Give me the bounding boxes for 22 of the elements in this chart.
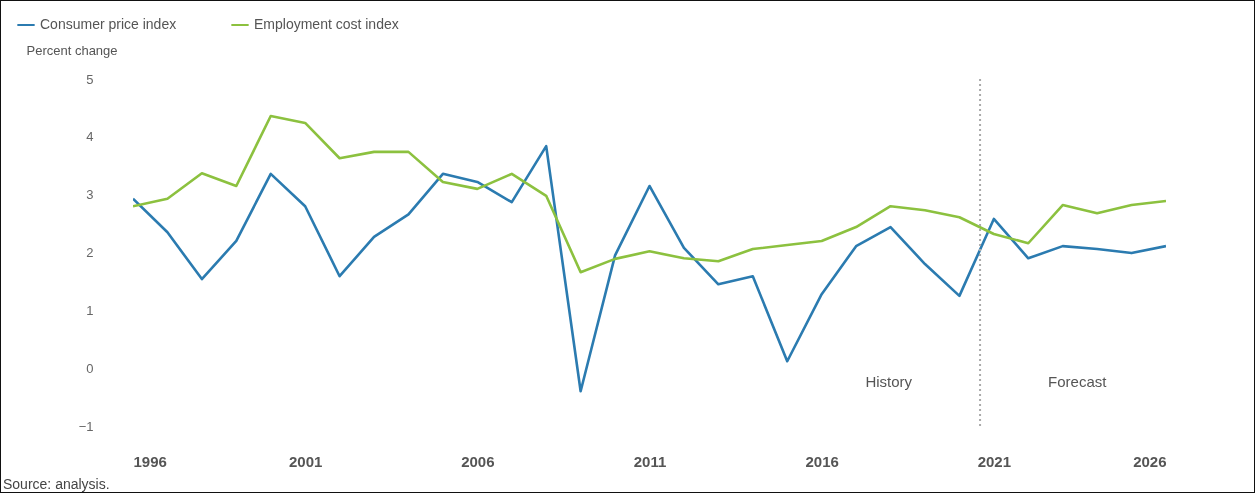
annotation: History [865,373,913,390]
legend-label: Consumer price index [40,16,177,32]
y-tick-label: 0 [86,360,94,376]
x-tick-label: 1996 [133,452,167,470]
x-tick-label: 2001 [288,452,323,470]
x-tick-label: 2026 [1133,452,1167,470]
x-tick-label: 2016 [805,452,839,470]
x-tick-label: 2021 [977,452,1012,470]
y-tick-label: 5 [86,71,94,87]
line-series [133,144,1166,393]
y-tick-label: 2 [86,245,94,260]
y-tick-label: 1 [86,302,94,318]
line-series [133,114,1166,274]
y-tick-label: −1 [78,418,94,434]
annotation: Forecast [1048,373,1108,390]
y-tick-label: 4 [86,129,94,145]
x-tick-label: 2011 [633,452,667,470]
y-axis-title: Percent change [26,42,118,58]
legend-label: Employment cost index [254,16,399,32]
source-note: Source: analysis. [3,476,110,492]
y-tick-label: 3 [86,187,94,203]
x-tick-label: 2006 [461,452,495,470]
